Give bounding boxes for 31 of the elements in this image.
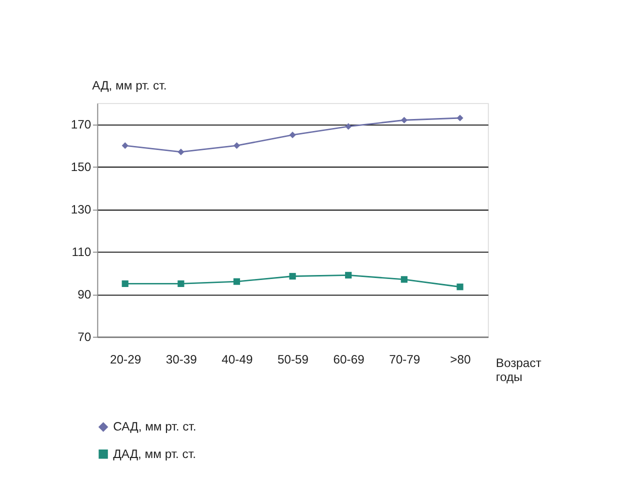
x-tick-label: 40-49	[222, 352, 253, 366]
point	[345, 123, 352, 130]
point	[122, 280, 128, 287]
x-tick-label: 50-59	[277, 352, 309, 366]
point	[289, 272, 296, 280]
point	[400, 116, 408, 124]
point	[400, 276, 408, 283]
y-tick-label: 130	[70, 202, 92, 217]
y-tick-label: 170	[70, 118, 92, 132]
point	[345, 272, 352, 278]
x-tick-label: 30-39	[166, 352, 198, 366]
legend-label: САД, мм рт. ст.	[113, 420, 196, 434]
x-tick-label: 70-79	[389, 352, 420, 366]
point	[456, 284, 464, 290]
legend-label: ДАД, мм рт. ст.	[113, 446, 196, 461]
point	[456, 114, 464, 122]
point	[233, 142, 240, 149]
point	[289, 132, 296, 138]
y-tick-label: 90	[78, 288, 92, 302]
point	[122, 142, 128, 149]
y-tick-label: 110	[72, 245, 92, 260]
x-tick-label: 20-29	[110, 352, 142, 366]
point	[178, 148, 184, 156]
y-tick-label: 70	[78, 330, 92, 344]
x-axis-title: Возраст годы	[496, 356, 542, 384]
point	[233, 278, 240, 285]
x-tick-label: 60-69	[333, 352, 365, 366]
x-tick-label: >80	[450, 352, 472, 366]
y-axis-title: АД, мм рт. ст.	[92, 78, 167, 93]
y-tick-label: 150	[70, 160, 92, 174]
point	[178, 280, 184, 287]
